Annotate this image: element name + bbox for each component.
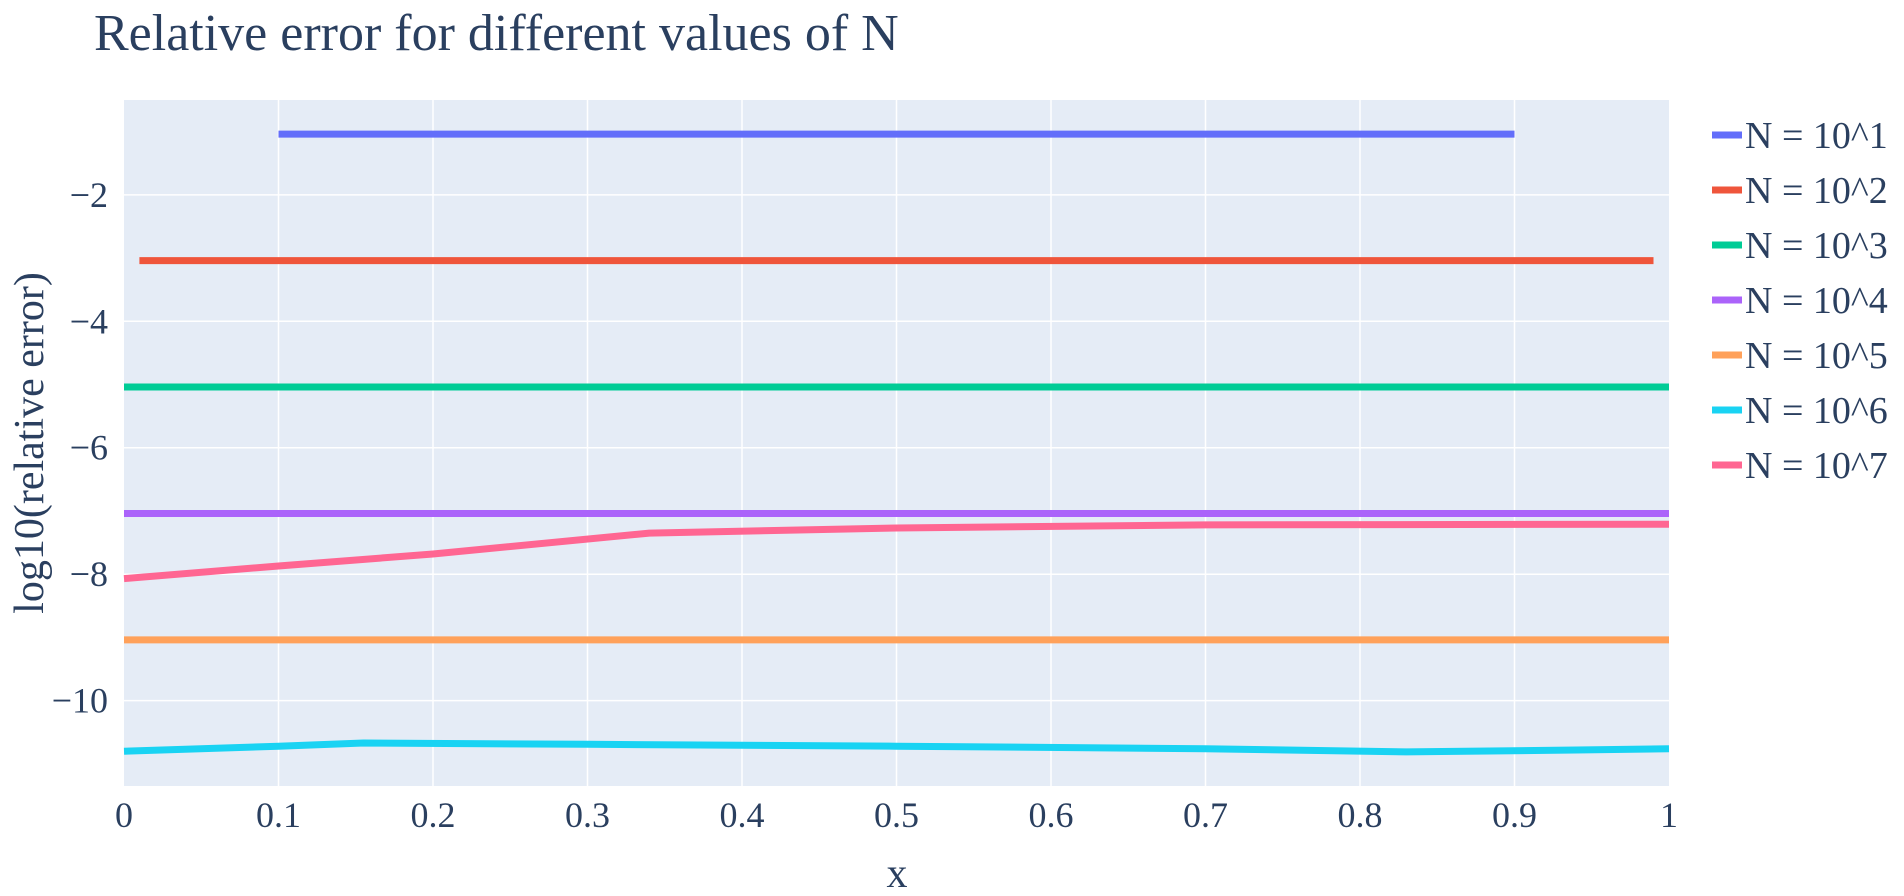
legend-label: N = 10^5 [1745,335,1888,377]
y-axis-title: log10(relative error) [7,272,53,614]
legend-item[interactable]: N = 10^2 [1712,170,1888,212]
legend-item[interactable]: N = 10^1 [1712,115,1888,157]
x-tick-label: 0.3 [565,795,610,835]
y-tick-label: −2 [70,175,108,215]
x-tick-label: 1 [1660,795,1678,835]
series-line-7 [123,520,1670,583]
legend-item[interactable]: N = 10^5 [1712,335,1888,377]
x-tick-label: 0.9 [1492,795,1537,835]
x-axis-title: x [887,851,908,896]
x-tick-label: 0.1 [256,795,301,835]
legend-label: N = 10^3 [1745,225,1888,267]
legend-item[interactable]: N = 10^7 [1712,445,1888,487]
chart-title: Relative error for different values of N [94,5,899,62]
x-tick-label: 0.6 [1029,795,1074,835]
x-axis-ticks: 0 0.1 0.2 0.3 0.4 0.5 0.6 0.7 0.8 0.9 1 [115,795,1678,835]
legend-label: N = 10^6 [1745,390,1888,432]
x-tick-label: 0 [115,795,133,835]
y-tick-label: −6 [70,428,108,468]
x-tick-label: 0.5 [874,795,919,835]
x-tick-label: 0.8 [1338,795,1383,835]
series-lines [123,130,1670,756]
grid-lines [124,100,1669,786]
legend-label: N = 10^2 [1745,170,1888,212]
x-tick-label: 0.2 [411,795,456,835]
series-line-6 [123,739,1670,756]
y-tick-label: −4 [70,301,108,341]
y-axis-ticks: −2 −4 −6 −8 −10 [52,175,108,721]
legend: N = 10^1 N = 10^2 N = 10^3 N = 10^4 N = 10^5… [1712,115,1888,487]
legend-item[interactable]: N = 10^4 [1712,280,1888,322]
legend-item[interactable]: N = 10^3 [1712,225,1888,267]
legend-label: N = 10^1 [1745,115,1888,157]
legend-label: N = 10^7 [1745,445,1888,487]
x-tick-label: 0.7 [1183,795,1228,835]
y-tick-label: −10 [52,681,108,721]
y-tick-label: −8 [70,554,108,594]
legend-item[interactable]: N = 10^6 [1712,390,1888,432]
x-tick-label: 0.4 [720,795,765,835]
legend-label: N = 10^4 [1745,280,1888,322]
